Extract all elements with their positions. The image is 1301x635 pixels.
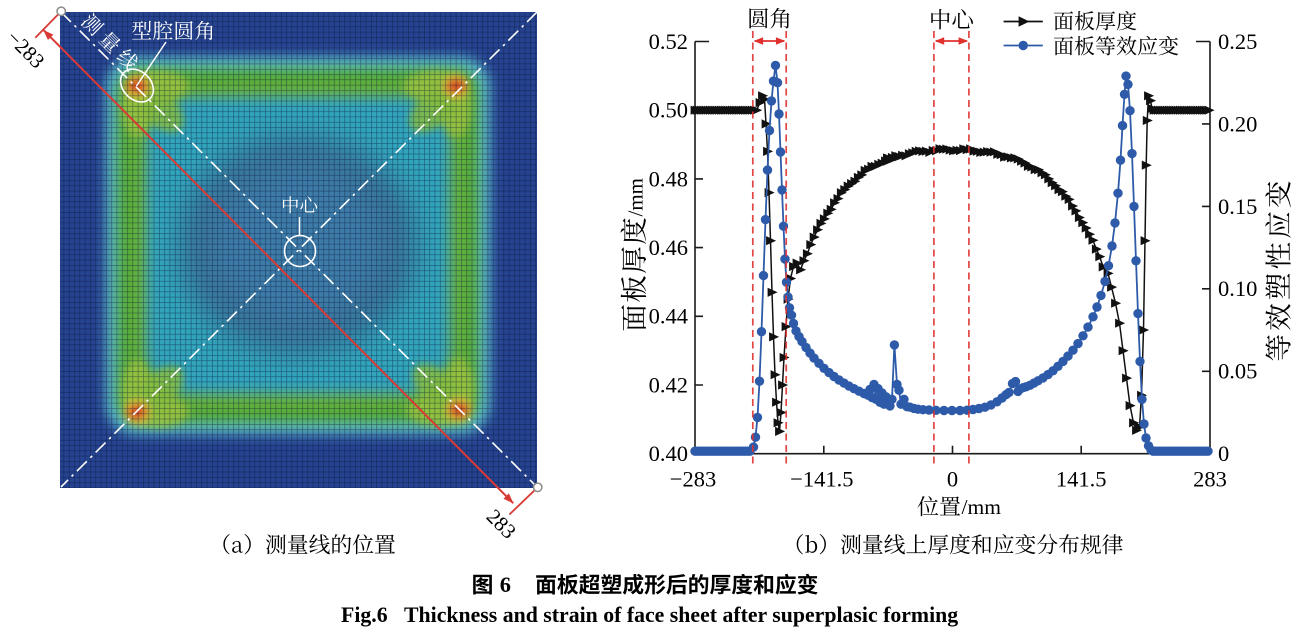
svg-text:0.05: 0.05	[1218, 359, 1257, 384]
svg-text:0.15: 0.15	[1218, 194, 1257, 219]
svg-text:141.5: 141.5	[1056, 467, 1107, 492]
svg-text:0: 0	[947, 467, 958, 492]
svg-text:/mm: /mm	[624, 178, 648, 217]
svg-text:0.52: 0.52	[649, 29, 688, 54]
svg-text:0.20: 0.20	[1218, 111, 1257, 136]
svg-text:0.40: 0.40	[649, 441, 688, 466]
svg-text:0.25: 0.25	[1218, 29, 1257, 54]
svg-text:0.48: 0.48	[649, 166, 688, 191]
svg-text:0.42: 0.42	[649, 372, 688, 397]
svg-text:0.44: 0.44	[649, 304, 688, 329]
svg-text:−141.5: −141.5	[790, 467, 853, 492]
svg-text:0: 0	[1218, 441, 1229, 466]
svg-text:0.50: 0.50	[649, 98, 688, 123]
svg-text:0.10: 0.10	[1218, 276, 1257, 301]
svg-text:6: 6	[500, 572, 511, 597]
svg-text:/mm: /mm	[962, 495, 1002, 519]
svg-text:−283: −283	[2, 25, 50, 73]
svg-text:283: 283	[1193, 467, 1227, 492]
svg-text:0.46: 0.46	[649, 235, 688, 260]
svg-text:Fig.6 Thickness and strain o: Fig.6 Thickness and strain of face sheet…	[341, 603, 958, 627]
svg-text:−283: −283	[670, 467, 716, 492]
